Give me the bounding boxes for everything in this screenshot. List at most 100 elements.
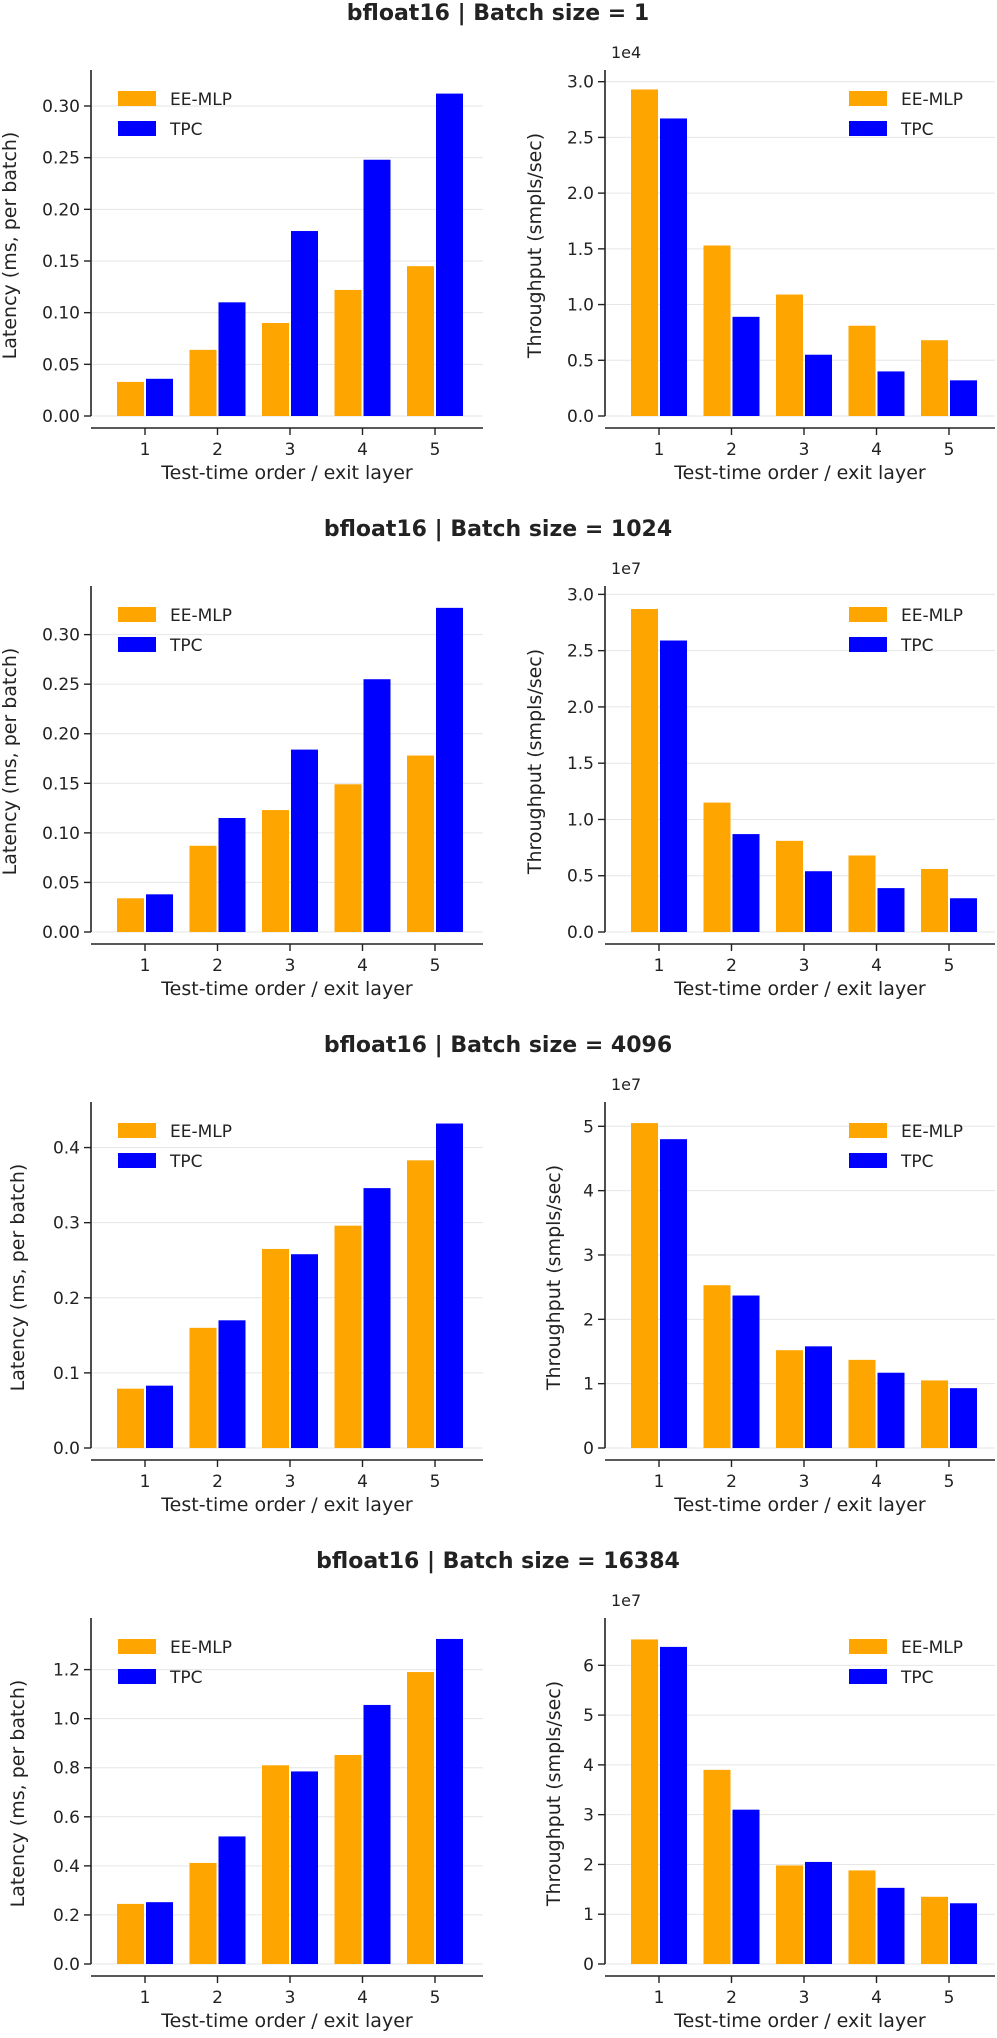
y-tick-label: 1.0 bbox=[53, 1710, 80, 1730]
y-tick-label: 0.05 bbox=[42, 355, 80, 375]
bar-ee-mlp-1 bbox=[631, 89, 658, 416]
bar-tpc-3 bbox=[291, 749, 318, 932]
legend-label-ee-mlp: EE-MLP bbox=[901, 1638, 963, 1658]
legend-label-tpc: TPC bbox=[900, 120, 934, 140]
x-tick-label: 4 bbox=[357, 1472, 368, 1492]
legend-label-tpc: TPC bbox=[900, 1152, 934, 1172]
x-tick-label: 5 bbox=[944, 956, 955, 976]
bar-tpc-3 bbox=[805, 871, 832, 932]
y-tick-label: 6 bbox=[583, 1656, 594, 1676]
bar-ee-mlp-4 bbox=[848, 855, 876, 932]
x-axis-label: Test-time order / exit layer bbox=[160, 2010, 413, 2032]
chart-6-right: 0 1 2 3 4 5 1 2 3 4 5 Test-time order / exit layer T… bbox=[543, 1075, 995, 1516]
y-tick-label: 1.5 bbox=[567, 240, 594, 260]
legend-label-ee-mlp: EE-MLP bbox=[170, 606, 232, 626]
bar-tpc-1 bbox=[146, 1902, 173, 1964]
x-tick-label: 1 bbox=[654, 1472, 665, 1492]
bar-tpc-5 bbox=[950, 898, 977, 932]
x-tick-label: 3 bbox=[285, 1472, 296, 1492]
bar-ee-mlp-2 bbox=[703, 245, 731, 416]
legend-swatch-ee-mlp bbox=[118, 1123, 156, 1138]
legend-label-ee-mlp: EE-MLP bbox=[170, 1638, 232, 1658]
bar-ee-mlp-2 bbox=[189, 1327, 217, 1448]
legend-swatch-ee-mlp bbox=[849, 1639, 887, 1654]
x-tick-label: 3 bbox=[285, 956, 296, 976]
x-tick-label: 5 bbox=[944, 1472, 955, 1492]
x-tick-label: 1 bbox=[140, 1472, 151, 1492]
row-title: bfloat16 | Batch size = 1024 bbox=[324, 517, 672, 542]
x-tick-label: 3 bbox=[285, 440, 296, 460]
bar-ee-mlp-5 bbox=[921, 1380, 948, 1448]
bar-ee-mlp-5 bbox=[921, 340, 948, 416]
y-tick-label: 0.25 bbox=[42, 675, 80, 695]
bar-ee-mlp-3 bbox=[262, 810, 289, 932]
x-axis-label: Test-time order / exit layer bbox=[673, 978, 926, 1000]
bar-ee-mlp-5 bbox=[921, 1896, 948, 1964]
bar-ee-mlp-2 bbox=[189, 1862, 217, 1964]
y-tick-label: 1 bbox=[583, 1905, 594, 1925]
legend-label-ee-mlp: EE-MLP bbox=[901, 90, 963, 110]
x-tick-label: 1 bbox=[140, 1988, 151, 2008]
legend-swatch-tpc bbox=[849, 637, 887, 652]
y-axis-label: Latency (ms, per batch) bbox=[7, 1680, 29, 1908]
bar-ee-mlp-5 bbox=[407, 755, 434, 932]
x-axis-label: Test-time order / exit layer bbox=[160, 462, 413, 484]
bar-tpc-1 bbox=[146, 1385, 173, 1448]
y-tick-label: 0.25 bbox=[42, 149, 80, 169]
y-tick-label: 5 bbox=[583, 1706, 594, 1726]
y-tick-label: 4 bbox=[583, 1182, 594, 1202]
legend-label-ee-mlp: EE-MLP bbox=[170, 90, 232, 110]
x-tick-label: 2 bbox=[726, 1472, 737, 1492]
bar-tpc-5 bbox=[950, 1388, 977, 1448]
y-axis-label: Throughput (smpls/sec) bbox=[543, 1165, 565, 1391]
y-axis-label: Throughput (smpls/sec) bbox=[524, 649, 546, 875]
y-tick-label: 2.5 bbox=[567, 128, 594, 148]
y-axis-label: Latency (ms, per batch) bbox=[0, 132, 21, 360]
bar-tpc-4 bbox=[877, 371, 905, 416]
bar-tpc-3 bbox=[805, 354, 832, 416]
bar-tpc-3 bbox=[805, 1346, 832, 1448]
bar-tpc-1 bbox=[660, 640, 687, 932]
x-tick-label: 1 bbox=[654, 440, 665, 460]
y-axis-label: Throughput (smpls/sec) bbox=[543, 1681, 565, 1907]
bar-ee-mlp-2 bbox=[189, 349, 217, 416]
chart-8-right: 0 1 2 3 4 5 6 1 2 3 4 5 Test-time order / exit layer… bbox=[543, 1591, 995, 2032]
bar-ee-mlp-2 bbox=[703, 1769, 731, 1964]
chart-1-left: 0.00 0.05 0.10 0.15 0.20 0.25 0.30 1 2 3 4 5 Test-ti… bbox=[0, 70, 483, 484]
row-title: bfloat16 | Batch size = 1 bbox=[347, 1, 649, 26]
y-tick-label: 0.30 bbox=[42, 97, 80, 117]
bar-ee-mlp-2 bbox=[703, 802, 731, 932]
bar-tpc-5 bbox=[436, 93, 463, 416]
legend-swatch-tpc bbox=[118, 1669, 156, 1684]
y-tick-label: 2.0 bbox=[567, 698, 594, 718]
bar-ee-mlp-3 bbox=[262, 1248, 289, 1448]
x-tick-label: 5 bbox=[430, 1988, 441, 2008]
bar-tpc-3 bbox=[291, 231, 318, 416]
y-tick-label: 2 bbox=[583, 1855, 594, 1875]
chart-5-left: 0.0 0.1 0.2 0.3 0.4 1 2 3 4 5 Test-time order / ex… bbox=[7, 1102, 483, 1516]
legend-swatch-tpc bbox=[849, 1669, 887, 1684]
bar-tpc-4 bbox=[363, 1188, 391, 1448]
y-tick-label: 0.10 bbox=[42, 304, 80, 324]
row-title: bfloat16 | Batch size = 16384 bbox=[316, 1549, 680, 1574]
bar-ee-mlp-5 bbox=[407, 266, 434, 416]
chart-4-right: 0.0 0.5 1.0 1.5 2.0 2.5 3.0 1 2 3 4 5 Test-time orde… bbox=[524, 559, 995, 1000]
bar-ee-mlp-5 bbox=[407, 1160, 434, 1448]
y-tick-label: 2.5 bbox=[567, 642, 594, 662]
bar-ee-mlp-4 bbox=[848, 325, 876, 416]
bar-ee-mlp-4 bbox=[848, 1359, 876, 1448]
x-tick-label: 3 bbox=[799, 440, 810, 460]
bar-ee-mlp-2 bbox=[703, 1285, 731, 1448]
legend-swatch-tpc bbox=[118, 1153, 156, 1168]
y-tick-label: 3 bbox=[583, 1806, 594, 1826]
x-tick-label: 1 bbox=[654, 1988, 665, 2008]
legend-label-tpc: TPC bbox=[169, 120, 203, 140]
scale-factor-label: 1e7 bbox=[611, 1591, 641, 1610]
x-tick-label: 4 bbox=[357, 440, 368, 460]
y-tick-label: 3 bbox=[583, 1246, 594, 1266]
bar-ee-mlp-2 bbox=[189, 845, 217, 932]
x-tick-label: 4 bbox=[871, 956, 882, 976]
bar-ee-mlp-3 bbox=[776, 840, 803, 932]
